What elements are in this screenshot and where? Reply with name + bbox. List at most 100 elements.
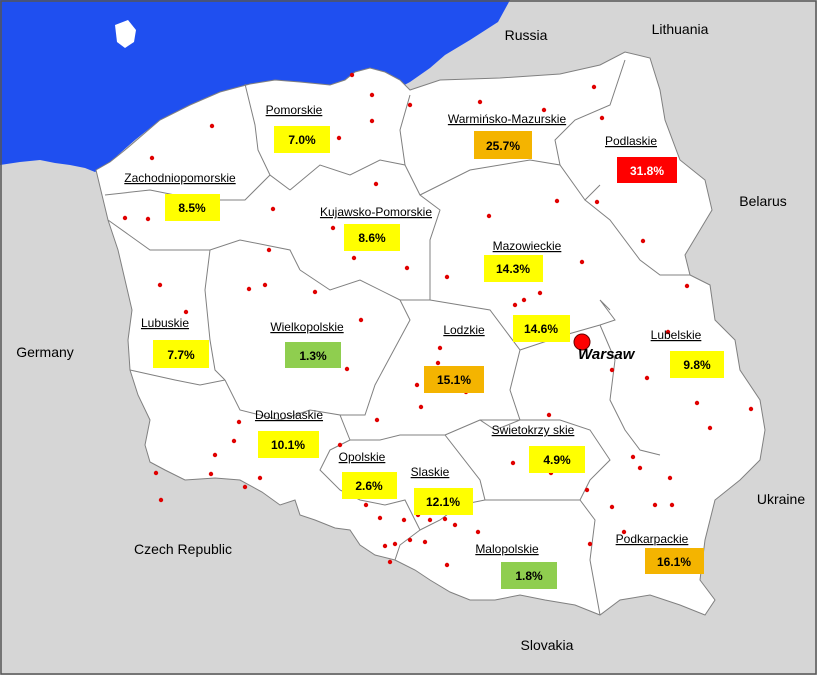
city-dot — [414, 382, 420, 388]
region-label-lubelskie: Lubelskie — [651, 328, 702, 342]
value-zachodniopomorskie: 8.5% — [178, 201, 206, 215]
value-box-pomorskie: 7.0% — [274, 126, 330, 153]
region-label-dolnoslaskie: Dolnoslaskie — [255, 408, 323, 422]
country-label-lithuania: Lithuania — [652, 21, 709, 37]
region-label-wielkopolskie: Wielkopolskie — [270, 320, 344, 334]
region-label-warminsko-mazurskie: Warmińsko-Mazurskie — [448, 112, 567, 126]
city-dot — [652, 502, 658, 508]
city-dot — [637, 465, 643, 471]
value-box-warsaw: 14.6% — [513, 315, 570, 342]
city-dot — [594, 199, 600, 205]
value-pomorskie: 7.0% — [288, 133, 316, 147]
value-mazowieckie: 14.3% — [496, 262, 530, 276]
country-label-slovakia: Slovakia — [521, 637, 574, 653]
city-dot — [707, 425, 713, 431]
city-dot — [475, 529, 481, 535]
country-label-russia: Russia — [505, 27, 548, 43]
city-dot — [387, 559, 393, 565]
city-dot — [358, 317, 364, 323]
value-podkarpackie: 16.1% — [657, 555, 691, 569]
region-label-mazowieckie: Mazowieckie — [493, 239, 562, 253]
city-dot — [158, 497, 164, 503]
value-warminsko-mazurskie: 25.7% — [486, 139, 520, 153]
city-dot — [246, 286, 252, 292]
city-dot — [584, 487, 590, 493]
region-label-swietokrzyskie: Swietokrzy skie — [492, 423, 575, 437]
city-dot — [336, 135, 342, 141]
city-dot — [541, 107, 547, 113]
city-dot — [587, 541, 593, 547]
value-lubuskie: 7.7% — [167, 348, 195, 362]
value-box-podkarpackie: 16.1% — [645, 548, 704, 574]
value-box-warminsko-mazurskie: 25.7% — [474, 131, 532, 159]
value-wielkopolskie: 1.3% — [299, 349, 327, 363]
value-box-podlaskie: 31.8% — [617, 157, 677, 183]
value-kujawsko-pomorskie: 8.6% — [358, 231, 386, 245]
city-dot — [337, 442, 343, 448]
city-dot — [630, 454, 636, 460]
city-dot — [621, 529, 627, 535]
city-dot — [644, 375, 650, 381]
value-box-mazowieckie: 14.3% — [484, 255, 543, 282]
city-dot — [242, 484, 248, 490]
city-dot — [510, 460, 516, 466]
city-dot — [349, 72, 355, 78]
city-dot — [444, 274, 450, 280]
city-dot — [373, 181, 379, 187]
city-dot — [369, 118, 375, 124]
city-dot — [382, 543, 388, 549]
city-dot — [640, 238, 646, 244]
city-dot — [486, 213, 492, 219]
value-lubelskie: 9.8% — [683, 358, 711, 372]
city-dot — [748, 406, 754, 412]
capital-marker-icon — [573, 333, 591, 351]
city-dot — [257, 475, 263, 481]
value-podlaskie: 31.8% — [630, 164, 664, 178]
city-dot — [407, 537, 413, 543]
city-dots — [122, 72, 754, 568]
city-dot — [437, 345, 443, 351]
value-box-wielkopolskie: 1.3% — [285, 342, 341, 368]
city-dot — [684, 283, 690, 289]
country-label-belarus: Belarus — [739, 193, 786, 209]
city-dot — [351, 255, 357, 261]
city-dot — [312, 289, 318, 295]
city-dot — [236, 419, 242, 425]
value-box-lubelskie: 9.8% — [670, 351, 724, 378]
city-dot — [435, 360, 441, 366]
value-box-dolnoslaskie: 10.1% — [258, 431, 319, 458]
city-dot — [599, 115, 605, 121]
value-box-lubuskie: 7.7% — [153, 340, 209, 368]
city-dot — [427, 517, 433, 523]
city-dot — [153, 470, 159, 476]
country-label-germany: Germany — [16, 344, 74, 360]
city-dot — [452, 522, 458, 528]
value-box-swietokrzyskie: 4.9% — [529, 446, 585, 473]
country-label-ukraine: Ukraine — [757, 491, 805, 507]
city-dot — [418, 404, 424, 410]
value-box-opolskie: 2.6% — [342, 472, 397, 499]
city-dot — [231, 438, 237, 444]
city-dot — [521, 297, 527, 303]
region-label-kujawsko-pomorskie: Kujawsko-Pomorskie — [320, 205, 432, 219]
city-dot — [122, 215, 128, 221]
value-opolskie: 2.6% — [355, 479, 383, 493]
city-dot — [363, 502, 369, 508]
city-dot — [407, 102, 413, 108]
city-dot — [665, 329, 671, 335]
city-dot — [591, 84, 597, 90]
region-label-zachodniopomorskie: Zachodniopomorskie — [124, 171, 236, 185]
city-dot — [270, 206, 276, 212]
value-slaskie: 12.1% — [426, 495, 460, 509]
city-dot — [212, 452, 218, 458]
region-label-lubuskie: Lubuskie — [141, 316, 189, 330]
city-dot — [579, 259, 585, 265]
city-dot — [512, 302, 518, 308]
city-dot — [344, 366, 350, 372]
city-dot — [546, 412, 552, 418]
value-dolnoslaskie: 10.1% — [271, 438, 305, 452]
region-label-malopolskie: Malopolskie — [475, 542, 539, 556]
